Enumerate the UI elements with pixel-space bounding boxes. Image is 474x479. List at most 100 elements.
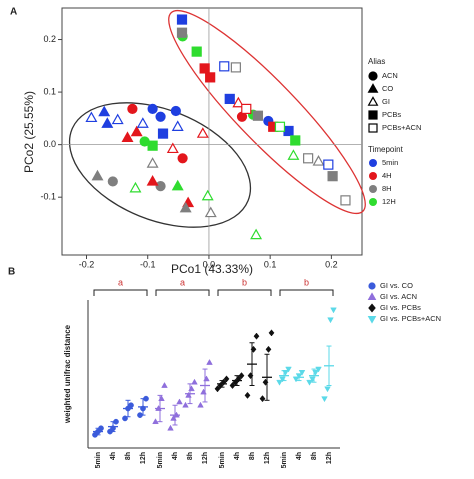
- y-tick-label: 0.0: [43, 139, 56, 149]
- x-tick-label: 5min: [157, 452, 164, 468]
- marker: [368, 282, 376, 290]
- x-axis-label: PCo1 (43.33%): [171, 262, 253, 276]
- legend-label: ACN: [382, 71, 398, 80]
- marker: [324, 386, 331, 393]
- marker: [285, 366, 292, 373]
- marker: [179, 201, 192, 213]
- marker: [219, 61, 230, 72]
- marker: [200, 388, 207, 395]
- marker: [283, 125, 294, 137]
- marker: [101, 117, 114, 128]
- marker: [223, 375, 230, 383]
- legend-swatch: [369, 172, 377, 180]
- marker: [274, 121, 286, 132]
- marker: [367, 292, 377, 300]
- cluster-ellipse: [168, 9, 366, 215]
- marker: [368, 110, 378, 120]
- marker: [167, 424, 174, 431]
- cluster-ellipse: [68, 102, 252, 228]
- y-tick-label: 0.2: [43, 34, 56, 44]
- bracket: [279, 289, 334, 296]
- legend-swatch: [369, 185, 377, 193]
- legend-label: GI: [382, 97, 390, 106]
- marker: [340, 195, 351, 206]
- y-axis-label: weighted unifrac distance: [63, 324, 72, 424]
- marker: [203, 375, 210, 382]
- marker: [199, 63, 210, 74]
- bracket: [93, 289, 148, 296]
- x-tick-label: 4h: [296, 452, 303, 460]
- marker: [158, 395, 165, 401]
- marker: [121, 131, 134, 143]
- marker: [214, 385, 221, 393]
- marker: [166, 142, 179, 154]
- marker: [224, 93, 235, 105]
- marker: [244, 391, 251, 399]
- marker: [298, 370, 306, 376]
- marker: [330, 307, 337, 314]
- marker: [327, 171, 338, 182]
- legend-title: Timepoint: [368, 145, 404, 154]
- marker: [155, 111, 166, 122]
- marker: [230, 62, 241, 73]
- marker: [238, 372, 245, 380]
- marker: [201, 189, 214, 201]
- marker: [128, 402, 134, 409]
- marker: [146, 175, 159, 186]
- marker: [188, 385, 195, 392]
- marker: [229, 382, 236, 390]
- legend-label: PCBs: [382, 110, 401, 119]
- marker: [321, 396, 328, 403]
- marker: [107, 176, 118, 187]
- marker: [290, 135, 301, 146]
- marker: [268, 329, 275, 337]
- legend-label: GI vs. PCBs: [380, 303, 421, 312]
- marker: [129, 181, 142, 193]
- marker: [327, 317, 334, 324]
- legend-title: Alias: [368, 57, 385, 66]
- marker: [127, 103, 138, 115]
- legend-label: 4H: [382, 171, 392, 180]
- x-tick-label: 0.0: [203, 259, 216, 269]
- marker: [111, 113, 124, 125]
- group-label: a: [180, 277, 185, 287]
- marker: [232, 96, 245, 108]
- x-tick-label: 4h: [234, 452, 241, 460]
- marker: [287, 149, 300, 160]
- marker: [176, 27, 188, 38]
- marker: [157, 128, 169, 139]
- marker: [191, 46, 202, 57]
- marker: [367, 83, 379, 93]
- marker: [323, 159, 334, 170]
- marker: [85, 111, 98, 123]
- x-tick-label: -0.2: [79, 259, 95, 269]
- x-tick-label: 12h: [140, 452, 147, 464]
- marker: [177, 153, 188, 164]
- x-tick-label: 4h: [172, 452, 179, 460]
- marker: [367, 96, 379, 106]
- x-tick-label: 8h: [311, 452, 318, 460]
- marker: [182, 401, 189, 408]
- bracket: [217, 289, 272, 296]
- marker: [176, 14, 188, 25]
- panel-letter: B: [8, 267, 15, 278]
- marker: [265, 345, 272, 353]
- x-tick-label: 8h: [249, 452, 256, 460]
- x-tick-label: 8h: [125, 452, 132, 460]
- marker: [205, 72, 216, 83]
- marker: [250, 228, 263, 240]
- legend-label: GI vs. PCBs+ACN: [380, 314, 441, 323]
- marker: [253, 332, 260, 340]
- marker: [303, 153, 314, 164]
- x-tick-label: 8h: [187, 452, 194, 460]
- marker: [252, 110, 264, 121]
- y-axis-label: PCo2 (25.55%): [22, 91, 36, 173]
- marker: [176, 398, 183, 405]
- marker: [259, 395, 266, 403]
- y-tick-label: 0.1: [43, 86, 56, 96]
- marker: [98, 105, 111, 117]
- legend-label: PCBs+ACN: [382, 123, 421, 132]
- x-tick-label: 5min: [281, 452, 288, 468]
- bracket: [155, 289, 210, 296]
- marker: [191, 378, 198, 385]
